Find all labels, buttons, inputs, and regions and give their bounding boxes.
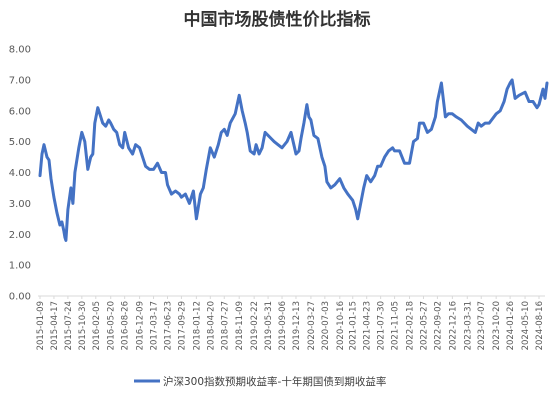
x-tick-label: 2020-07-03 (321, 301, 331, 350)
x-tick-label: 2020-03-27 (307, 301, 317, 350)
x-tick-label: 2020-10-16 (336, 301, 346, 350)
x-tick-label: 2024-01-26 (506, 301, 516, 350)
x-tick-label: 2022-12-16 (448, 301, 458, 350)
x-axis-ticks: 2015-01-09 2015-04-17 2015-07-24 2015-10-30… (36, 296, 545, 350)
x-tick-label: 2018-11-09 (235, 301, 245, 350)
x-tick-label: 2019-02-22 (250, 301, 260, 350)
y-tick-label: 6.00 (9, 106, 31, 117)
y-tick-label: 7.00 (9, 75, 31, 86)
y-tick-label: 2.00 (9, 230, 31, 241)
y-tick-label: 1.00 (9, 261, 31, 272)
x-tick-label: 2022-02-18 (406, 301, 416, 350)
x-tick-label: 2018-04-20 (206, 301, 216, 350)
chart-title: 中国市场股债性价比指标 (184, 9, 371, 30)
y-tick-label: 3.00 (9, 199, 31, 210)
x-tick-label: 2017-09-29 (177, 301, 187, 350)
y-tick-label: 0.00 (9, 292, 31, 303)
x-tick-label: 2019-12-13 (292, 301, 302, 350)
y-axis-ticks: 0.00 1.00 2.00 3.00 4.00 5.00 6.00 7.00 8.00 (9, 45, 31, 303)
x-tick-label: 2015-04-17 (50, 301, 60, 350)
x-tick-label: 2016-02-05 (92, 301, 102, 350)
series-line (38, 78, 549, 242)
x-tick-label: 2016-05-20 (107, 301, 117, 350)
y-tick-label: 5.00 (9, 137, 31, 148)
x-tick-label: 2018-01-12 (192, 301, 202, 350)
x-tick-label: 2024-05-10 (521, 301, 531, 350)
x-tick-label: 2023-03-31 (463, 301, 473, 350)
x-tick-label: 2015-07-24 (64, 301, 74, 350)
x-tick-label: 2023-10-20 (492, 301, 502, 350)
x-tick-label: 2021-07-30 (377, 301, 387, 350)
x-tick-label: 2016-12-09 (136, 301, 146, 350)
x-tick-label: 2021-01-15 (349, 301, 359, 350)
x-tick-label: 2015-10-30 (78, 301, 88, 350)
y-tick-label: 8.00 (9, 45, 31, 56)
legend: 沪深300指数预期收益率-十年期国债到期收益率 (134, 375, 386, 388)
x-tick-label: 2019-09-06 (278, 301, 288, 350)
x-tick-label: 2022-05-27 (419, 301, 429, 350)
x-tick-label: 2019-05-31 (264, 301, 274, 350)
x-tick-label: 2024-08-16 (535, 301, 545, 350)
x-tick-label: 2022-09-02 (433, 301, 443, 350)
x-tick-label: 2018-07-27 (220, 301, 230, 350)
x-tick-label: 2017-03-17 (150, 301, 160, 350)
x-tick-label: 2015-01-09 (36, 301, 46, 350)
y-tick-label: 4.00 (9, 168, 31, 179)
x-tick-label: 2021-04-23 (363, 301, 373, 350)
x-tick-label: 2021-11-05 (391, 301, 401, 350)
x-tick-label: 2016-08-26 (121, 301, 131, 350)
x-tick-label: 2023-07-07 (477, 301, 487, 350)
legend-label: 沪深300指数预期收益率-十年期国债到期收益率 (163, 375, 386, 388)
x-tick-label: 2017-06-23 (163, 301, 173, 350)
